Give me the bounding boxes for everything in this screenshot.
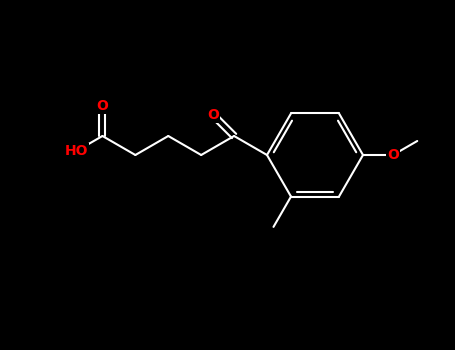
Text: O: O <box>96 99 108 113</box>
Text: HO: HO <box>65 144 88 158</box>
Text: O: O <box>207 108 219 122</box>
Text: O: O <box>387 148 399 162</box>
